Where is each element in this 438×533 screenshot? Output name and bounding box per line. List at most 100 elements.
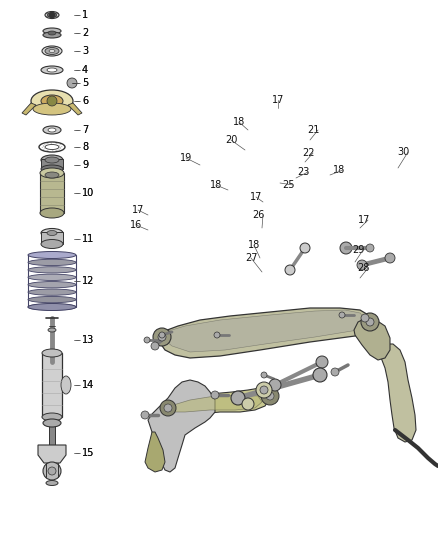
Text: 20: 20 <box>225 135 237 145</box>
Polygon shape <box>145 432 165 472</box>
Text: 17: 17 <box>357 215 370 225</box>
Ellipse shape <box>28 281 76 288</box>
Circle shape <box>266 392 274 400</box>
Ellipse shape <box>43 419 61 427</box>
Circle shape <box>144 337 150 343</box>
Text: 14: 14 <box>82 380 94 390</box>
Circle shape <box>285 265 295 275</box>
Bar <box>41 159 63 169</box>
Ellipse shape <box>41 165 63 173</box>
Text: 19: 19 <box>180 153 192 163</box>
Circle shape <box>47 96 57 106</box>
Text: 15: 15 <box>82 448 94 458</box>
Text: 8: 8 <box>82 142 88 152</box>
Ellipse shape <box>45 12 59 19</box>
Circle shape <box>164 404 172 412</box>
Circle shape <box>160 400 176 416</box>
Text: 4: 4 <box>82 65 88 75</box>
Text: 23: 23 <box>298 167 310 177</box>
Circle shape <box>385 253 395 263</box>
Ellipse shape <box>28 266 76 273</box>
Text: 3: 3 <box>82 46 88 56</box>
Text: 8: 8 <box>82 142 88 152</box>
Polygon shape <box>162 310 368 352</box>
Ellipse shape <box>47 12 57 18</box>
Text: 9: 9 <box>82 160 88 170</box>
Ellipse shape <box>41 95 63 107</box>
Circle shape <box>313 368 327 382</box>
Text: 28: 28 <box>357 263 370 273</box>
Ellipse shape <box>45 172 59 178</box>
Text: 15: 15 <box>82 448 94 458</box>
Ellipse shape <box>41 239 63 248</box>
Text: 5: 5 <box>82 78 88 88</box>
Ellipse shape <box>28 252 76 259</box>
Ellipse shape <box>28 274 76 280</box>
Circle shape <box>331 368 339 376</box>
Circle shape <box>340 242 352 254</box>
Polygon shape <box>168 395 262 412</box>
Circle shape <box>159 332 165 338</box>
Ellipse shape <box>28 259 76 265</box>
Ellipse shape <box>40 208 64 218</box>
Ellipse shape <box>43 32 61 38</box>
Text: 6: 6 <box>82 96 88 106</box>
Text: 18: 18 <box>248 240 260 250</box>
Text: 27: 27 <box>245 253 258 263</box>
Polygon shape <box>22 103 36 115</box>
Circle shape <box>151 342 159 350</box>
Ellipse shape <box>47 230 57 236</box>
Text: 7: 7 <box>82 125 88 135</box>
Bar <box>40 173 64 213</box>
Text: 4: 4 <box>82 65 88 75</box>
Text: 17: 17 <box>272 95 284 105</box>
Text: 21: 21 <box>307 125 320 135</box>
Text: 12: 12 <box>82 276 94 286</box>
Text: 2: 2 <box>82 28 88 38</box>
Text: 14: 14 <box>82 380 94 390</box>
Text: 22: 22 <box>303 148 315 158</box>
Ellipse shape <box>43 28 61 34</box>
Text: 5: 5 <box>82 78 88 88</box>
Text: 7: 7 <box>82 125 88 135</box>
Ellipse shape <box>39 142 65 152</box>
Circle shape <box>261 387 279 405</box>
Text: 11: 11 <box>82 234 94 244</box>
Text: 18: 18 <box>333 165 345 175</box>
Text: 1: 1 <box>82 10 88 20</box>
Ellipse shape <box>28 303 76 311</box>
Circle shape <box>153 328 171 346</box>
Circle shape <box>256 382 272 398</box>
Ellipse shape <box>42 349 62 357</box>
Text: 16: 16 <box>130 220 142 230</box>
Ellipse shape <box>28 289 76 295</box>
Circle shape <box>141 411 149 419</box>
Text: 17: 17 <box>250 192 262 202</box>
Text: 17: 17 <box>132 205 145 215</box>
Ellipse shape <box>48 128 56 132</box>
Ellipse shape <box>42 413 62 421</box>
Polygon shape <box>165 388 270 416</box>
Polygon shape <box>380 344 416 442</box>
Circle shape <box>366 318 374 326</box>
Text: 10: 10 <box>82 188 94 198</box>
Text: 11: 11 <box>82 234 94 244</box>
Polygon shape <box>38 445 66 463</box>
Ellipse shape <box>48 31 56 35</box>
Ellipse shape <box>42 46 62 56</box>
Ellipse shape <box>41 66 63 74</box>
Circle shape <box>43 462 61 480</box>
Circle shape <box>158 333 166 341</box>
Circle shape <box>357 260 367 270</box>
Circle shape <box>269 379 281 391</box>
Circle shape <box>366 244 374 252</box>
Text: 2: 2 <box>82 28 88 38</box>
Circle shape <box>242 398 254 410</box>
Polygon shape <box>158 308 375 358</box>
Circle shape <box>49 12 55 18</box>
Ellipse shape <box>45 144 59 149</box>
Ellipse shape <box>47 68 57 72</box>
Circle shape <box>300 243 310 253</box>
Text: 29: 29 <box>353 245 365 255</box>
Text: 13: 13 <box>82 335 94 345</box>
